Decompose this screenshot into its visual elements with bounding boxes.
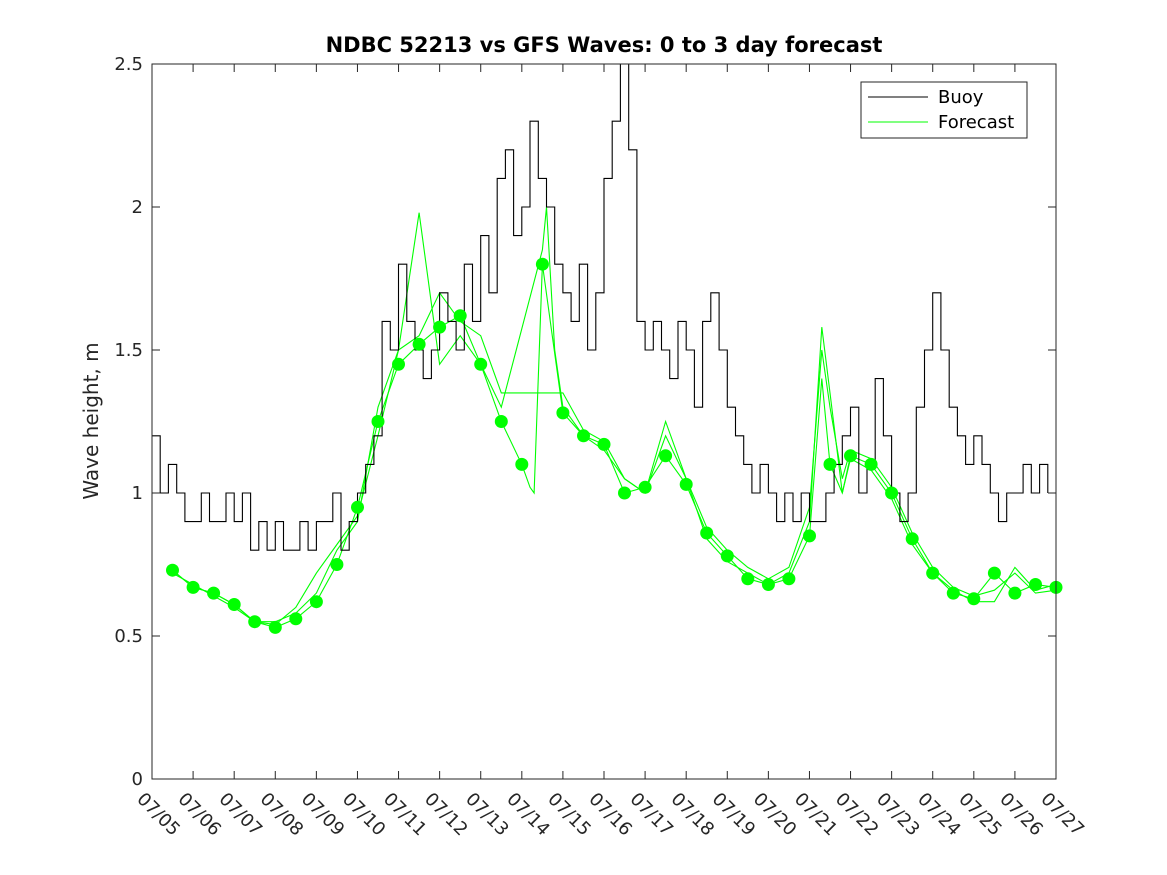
forecast-point [474, 357, 488, 371]
x-tick-label: 07/21 [790, 789, 842, 841]
forecast-point [207, 586, 221, 600]
forecast-point [371, 415, 385, 428]
forecast-point [515, 457, 529, 471]
x-tick-label: 07/06 [174, 789, 226, 841]
forecast-point [905, 532, 919, 546]
forecast-point [494, 415, 508, 428]
x-tick-label: 07/23 [872, 789, 924, 841]
chart-title: NDBC 52213 vs GFS Waves: 0 to 3 day fore… [326, 33, 883, 57]
forecast-point [761, 578, 775, 591]
legend-label-forecast: Forecast [938, 112, 1014, 133]
x-tick-label: 07/15 [543, 789, 595, 841]
x-tick-label: 07/05 [132, 789, 184, 841]
forecast-point [392, 357, 405, 371]
x-tick-label: 07/16 [584, 789, 636, 841]
y-axis-label: Wave height, m [79, 342, 103, 499]
forecast-line [172, 291, 1057, 623]
series-layer [152, 63, 1063, 634]
forecast-line [172, 206, 1057, 626]
x-tick-label: 07/25 [954, 789, 1006, 841]
y-tick-label: 1 [132, 483, 143, 504]
x-tick-label: 07/18 [667, 789, 719, 841]
x-tick-label: 07/07 [215, 789, 267, 841]
x-tick-label: 07/11 [379, 789, 431, 841]
legend-label-buoy: Buoy [938, 87, 984, 108]
forecast-point [700, 526, 714, 540]
forecast-point [844, 449, 857, 463]
forecast-point [987, 566, 1001, 580]
forecast-point [186, 580, 200, 594]
forecast-point [741, 572, 755, 586]
forecast-point [926, 566, 940, 580]
forecast-point [679, 477, 693, 491]
forecast-point [351, 500, 364, 514]
forecast-point [433, 320, 447, 334]
y-tick-label: 2.5 [114, 54, 143, 75]
forecast-point [823, 457, 837, 471]
forecast-point [248, 615, 262, 629]
forecast-point [330, 558, 344, 571]
forecast-point [309, 595, 323, 609]
y-tick-label: 2 [132, 197, 143, 218]
x-tick-label: 07/10 [338, 789, 390, 841]
y-tick-label: 0 [132, 769, 143, 790]
forecast-point [782, 572, 796, 586]
buoy-line [152, 63, 1049, 551]
forecast-point [864, 457, 878, 471]
x-tick-label: 07/09 [297, 789, 349, 841]
legend-box [860, 81, 1028, 139]
x-tick-label: 07/17 [626, 789, 678, 841]
x-tick-label: 07/13 [461, 789, 513, 841]
forecast-point [268, 620, 282, 634]
forecast-line [172, 264, 1057, 628]
forecast-point [659, 449, 673, 463]
x-tick-label: 07/27 [1036, 789, 1088, 841]
plot-background [152, 64, 1056, 779]
x-tick-label: 07/08 [256, 789, 308, 841]
forecast-point [412, 337, 426, 351]
forecast-point [967, 592, 981, 606]
forecast-point [227, 598, 241, 611]
legend: Buoy Forecast [860, 81, 1028, 139]
forecast-point [885, 486, 899, 500]
x-tick-label: 07/22 [831, 789, 883, 841]
forecast-point [597, 437, 611, 451]
y-tick-label: 1.5 [114, 340, 143, 361]
forecast-point [166, 563, 179, 577]
x-tick-label: 07/14 [502, 789, 554, 841]
x-tick-label: 07/12 [420, 789, 472, 841]
forecast-point [946, 586, 960, 600]
x-tick-label: 07/26 [995, 789, 1047, 841]
forecast-point [720, 549, 734, 563]
forecast-point [1029, 578, 1042, 591]
forecast-point [453, 309, 467, 323]
forecast-point [289, 612, 303, 626]
forecast-point [556, 406, 570, 420]
forecast-point [1008, 586, 1022, 600]
x-tick-label: 07/24 [913, 789, 965, 841]
y-tick-label: 0.5 [114, 626, 143, 647]
forecast-point [618, 486, 631, 500]
x-tick-label: 07/20 [749, 789, 801, 841]
x-tick-label: 07/19 [708, 789, 760, 841]
forecast-point [577, 429, 590, 443]
forecast-point [535, 257, 549, 271]
forecast-point [803, 529, 816, 543]
forecast-point [638, 480, 652, 494]
